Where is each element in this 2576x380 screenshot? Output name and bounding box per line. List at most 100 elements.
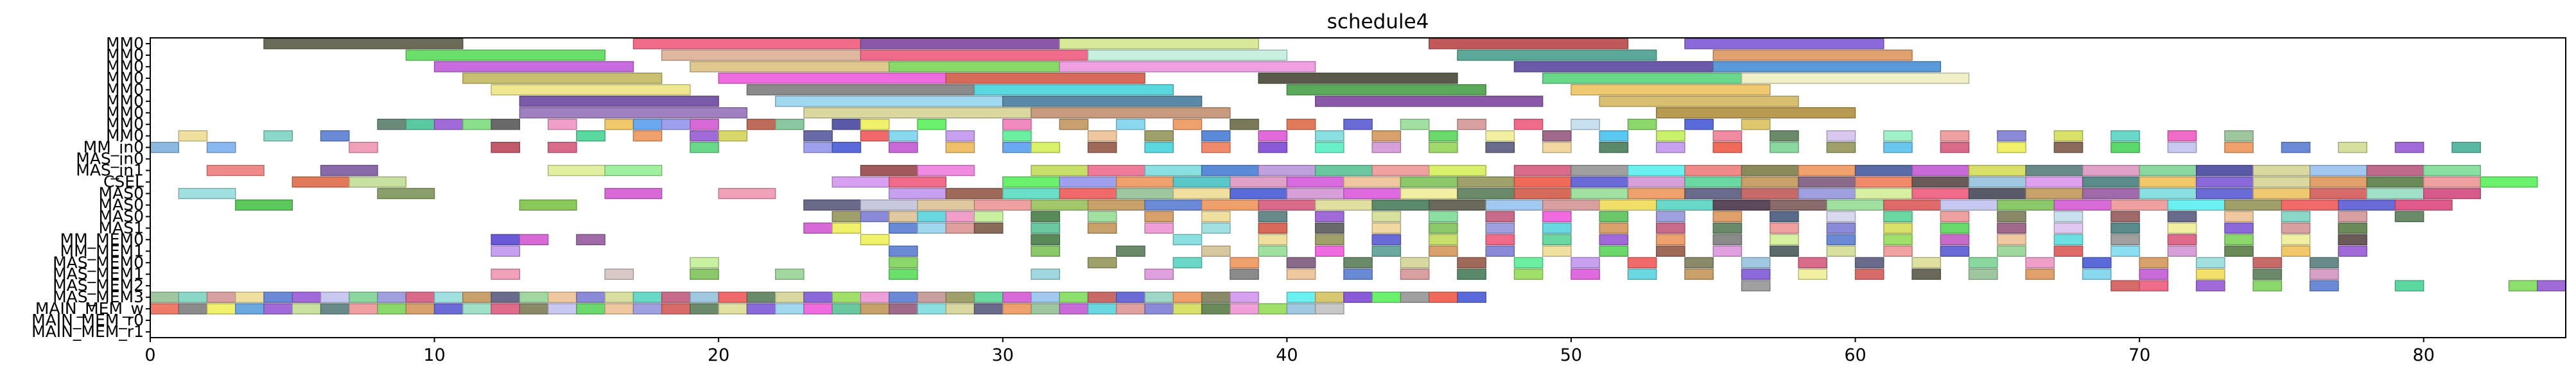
task-bar (774, 303, 805, 315)
task-bar (1286, 187, 1345, 200)
y-tick-label: MM0 (106, 34, 144, 53)
task-bar (1230, 303, 1259, 315)
task-bar (1571, 187, 1629, 200)
task-bar (2309, 268, 2339, 280)
task-bar (349, 303, 378, 315)
task-bar (1911, 176, 1970, 188)
task-bar (1002, 119, 1032, 130)
task-bar (1656, 130, 1685, 142)
task-bar (292, 176, 350, 188)
task-bar (860, 303, 890, 315)
task-bar (1656, 211, 1685, 223)
task-bar (2224, 211, 2254, 223)
task-bar (292, 303, 322, 315)
task-bar (1428, 234, 1458, 246)
task-bar (1712, 222, 1743, 234)
task-bar (1172, 291, 1203, 303)
task-bar (491, 303, 521, 315)
task-bar (774, 119, 805, 130)
task-bar (831, 222, 862, 234)
task-bar (2053, 222, 2084, 234)
task-bar (889, 245, 918, 257)
x-tick-label: 40 (1276, 345, 1298, 365)
x-tick-label: 60 (1844, 345, 1866, 365)
y-tick-label: MM_in0 (83, 138, 144, 157)
task-bar (2281, 234, 2311, 246)
task-bar (1002, 291, 1032, 303)
task-bar (746, 84, 975, 96)
task-bar (1314, 130, 1345, 142)
task-bar (1087, 211, 1117, 223)
task-bar (1627, 164, 1685, 177)
task-bar (1542, 141, 1572, 153)
task-bar (2053, 199, 2112, 211)
task-bar (2139, 257, 2169, 268)
task-bar (349, 176, 407, 188)
task-bar (1712, 130, 1743, 142)
task-bar (2139, 164, 2197, 177)
task-bar (661, 303, 691, 315)
task-bar (2139, 268, 2169, 280)
task-bar (632, 38, 862, 49)
task-bar (1144, 303, 1174, 315)
task-bar (2053, 245, 2084, 257)
task-bar (1258, 130, 1288, 142)
task-bar (973, 222, 1004, 234)
task-bar (1457, 49, 1657, 61)
task-bar (2053, 141, 2084, 153)
task-bar (803, 141, 833, 153)
task-bar (1485, 199, 1544, 211)
task-bar (945, 291, 975, 303)
task-bar (889, 222, 918, 234)
task-bar (831, 211, 862, 223)
task-bar (519, 303, 549, 315)
task-bar (462, 119, 492, 130)
task-bar (1258, 303, 1288, 315)
task-bar (1883, 234, 1913, 246)
task-bar (1428, 211, 1458, 223)
task-bar (1485, 245, 1515, 257)
task-bar (1059, 176, 1117, 188)
task-bar (2110, 245, 2140, 257)
task-bar (547, 119, 577, 130)
task-bar (2309, 280, 2339, 291)
task-bar (1286, 303, 1316, 315)
x-tick-label: 0 (144, 345, 155, 365)
task-bar (1172, 119, 1203, 130)
task-bar (2252, 176, 2311, 188)
task-bar (1087, 222, 1117, 234)
task-bar (1940, 130, 1970, 142)
task-bar (1741, 164, 1799, 177)
task-bar (1968, 164, 2026, 177)
task-bar (1656, 141, 1685, 153)
x-tick-label: 70 (2128, 345, 2150, 365)
task-bar (2252, 187, 2311, 200)
task-bar (604, 303, 634, 315)
task-bar (2167, 222, 2197, 234)
task-bar (860, 130, 890, 142)
task-bar (405, 119, 435, 130)
task-bar (1599, 234, 1629, 246)
task-bar (860, 211, 890, 223)
task-bar (690, 257, 719, 268)
task-bar (1428, 291, 1458, 303)
task-bar (1144, 130, 1174, 142)
task-bar (1542, 211, 1572, 223)
task-bar (1826, 141, 1856, 153)
task-bar (889, 61, 1060, 73)
y-tick-label: MM0 (106, 46, 144, 64)
task-bar (889, 130, 918, 142)
task-bar (1656, 199, 1714, 211)
task-bar (690, 268, 719, 280)
task-bar (973, 303, 1004, 315)
task-bar (1144, 268, 1174, 280)
task-bar (1826, 130, 1856, 142)
task-bar (690, 141, 719, 153)
task-bar (973, 199, 1032, 211)
y-tick-label: MM0 (106, 115, 144, 134)
task-bar (1770, 130, 1799, 142)
task-bar (2394, 211, 2424, 223)
task-bar (2053, 130, 2084, 142)
y-tick-label: MAS0 (99, 195, 144, 214)
task-bar (1854, 257, 1884, 268)
